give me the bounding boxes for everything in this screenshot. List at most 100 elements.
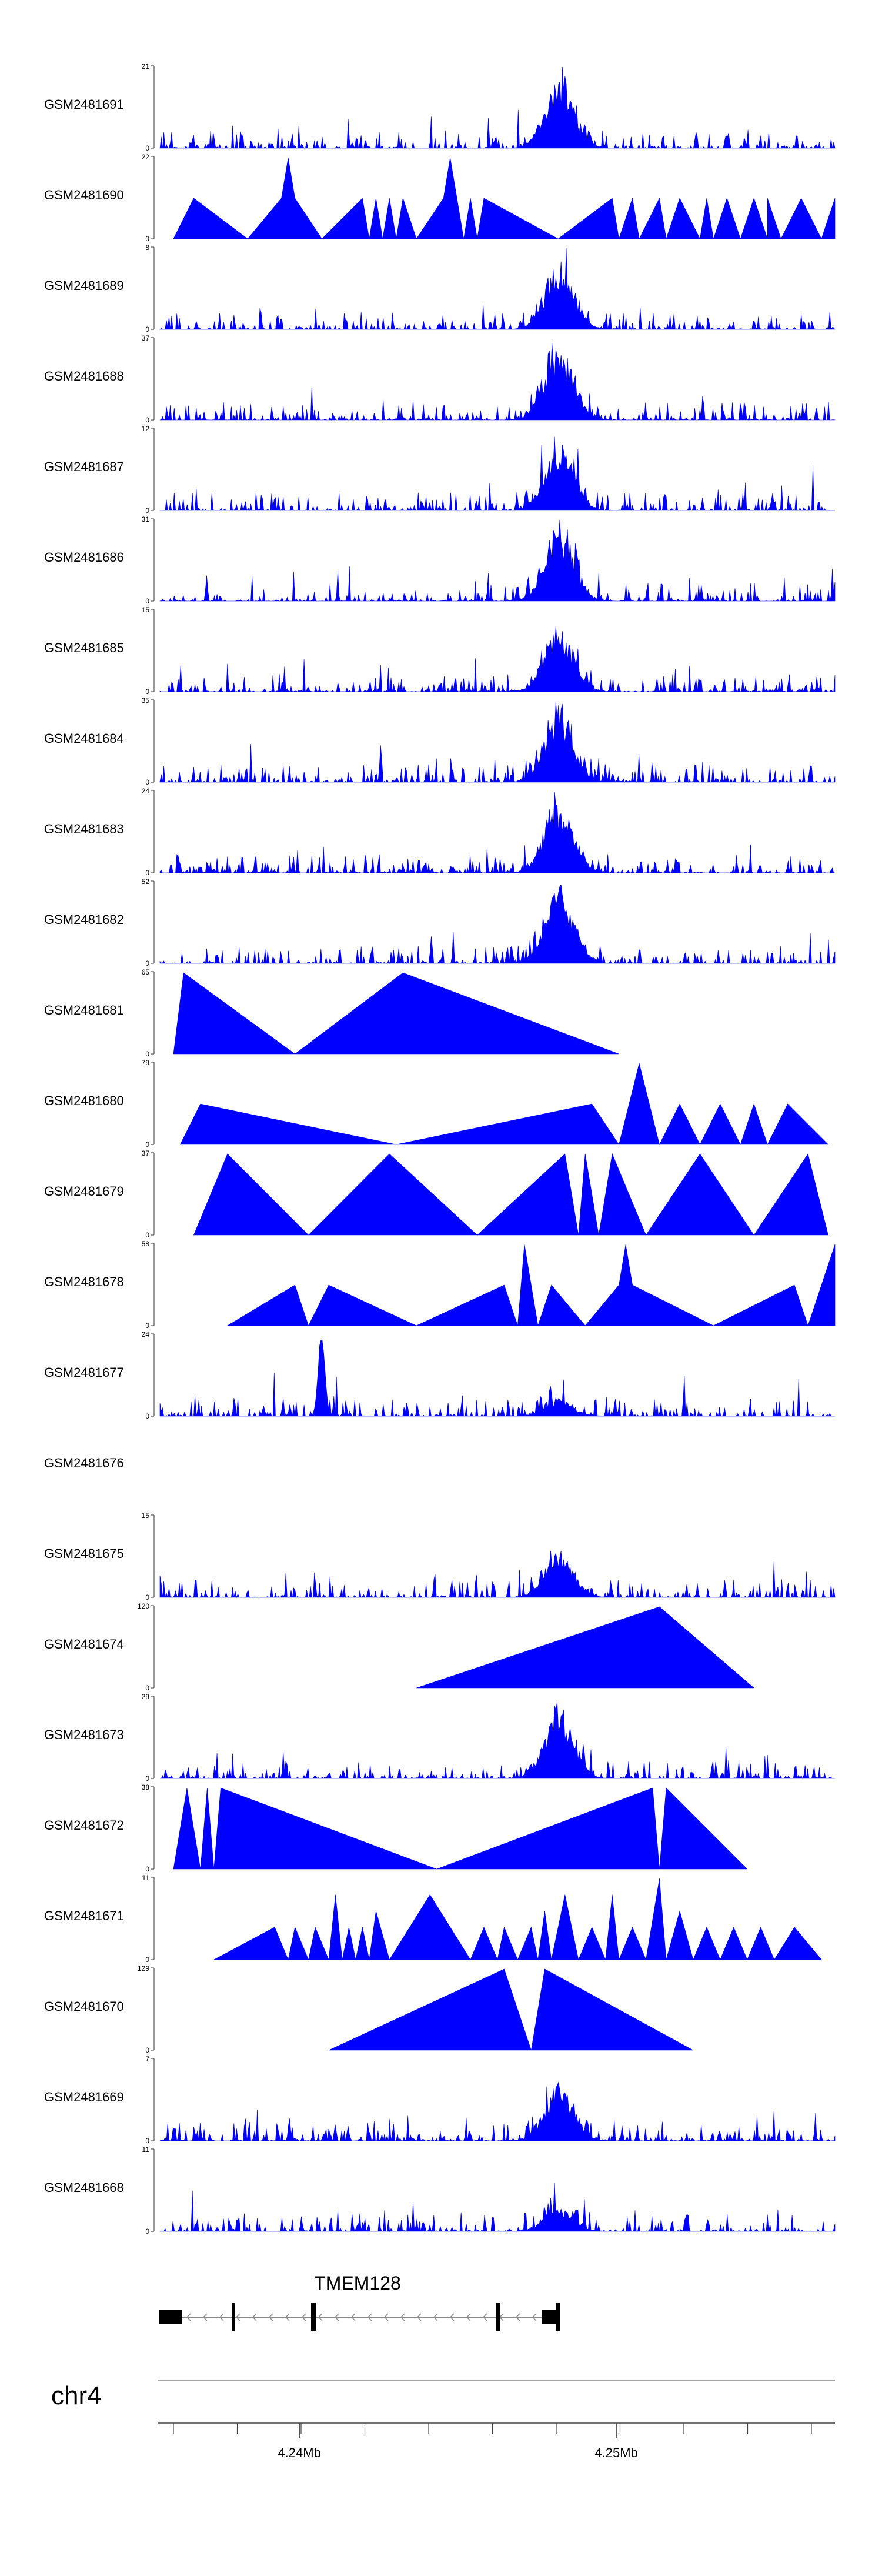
track-GSM2481670: GSM2481670 129 0 bbox=[44, 1964, 694, 2054]
track-label: GSM2481674 bbox=[44, 1637, 124, 1651]
signal-area bbox=[173, 972, 619, 1055]
track-GSM2481690: GSM2481690 22 0 bbox=[44, 153, 836, 243]
track-label: GSM2481690 bbox=[44, 188, 124, 202]
y-tick-max-label: 37 bbox=[142, 1149, 150, 1157]
strand-arrow-icon bbox=[202, 2313, 208, 2321]
y-tick-min-label: 0 bbox=[145, 1322, 149, 1330]
track-label: GSM2481683 bbox=[44, 822, 124, 836]
y-tick-min-label: 0 bbox=[145, 325, 149, 333]
strand-arrow-icon bbox=[383, 2313, 389, 2321]
strand-arrow-icon bbox=[515, 2313, 520, 2321]
tracks: GSM2481691210GSM2481690220GSM248168980GS… bbox=[44, 62, 836, 2235]
tick-label: 4.25Mb bbox=[594, 2445, 637, 2460]
track-GSM2481678: GSM2481678 58 0 bbox=[44, 1240, 836, 1330]
track-GSM2481671: GSM2481671 11 0 bbox=[44, 1874, 822, 1964]
strand-arrow-icon bbox=[416, 2313, 422, 2321]
exon bbox=[556, 2303, 560, 2331]
y-tick-max-label: 120 bbox=[138, 1602, 149, 1610]
y-tick-max-label: 12 bbox=[142, 425, 150, 433]
y-tick-min-label: 0 bbox=[145, 1774, 149, 1783]
y-tick-min-label: 0 bbox=[145, 235, 149, 243]
signal-area bbox=[159, 248, 836, 331]
signal-area bbox=[159, 701, 836, 783]
y-tick-min-label: 0 bbox=[145, 688, 149, 696]
strand-arrow-icon bbox=[285, 2313, 290, 2321]
y-tick-max-label: 15 bbox=[142, 1511, 150, 1520]
strand-arrow-icon bbox=[334, 2313, 339, 2321]
track-GSM2481683: GSM2481683 24 0 bbox=[44, 787, 835, 877]
y-tick-max-label: 58 bbox=[142, 1240, 150, 1248]
track-GSM2481682: GSM2481682 52 0 bbox=[44, 877, 836, 967]
track-label: GSM2481668 bbox=[44, 2180, 124, 2195]
strand-arrow-icon bbox=[482, 2313, 487, 2321]
y-tick-min-label: 0 bbox=[145, 1050, 149, 1058]
exon bbox=[232, 2303, 235, 2331]
track-label: GSM2481689 bbox=[44, 278, 124, 293]
track-GSM2481681: GSM2481681 65 0 bbox=[44, 968, 619, 1058]
track-GSM2481675: GSM2481675 15 0 bbox=[44, 1511, 836, 1601]
y-tick-min-label: 0 bbox=[145, 144, 149, 152]
exon bbox=[496, 2303, 500, 2331]
y-tick-min-label: 0 bbox=[145, 1593, 149, 1601]
signal-area bbox=[159, 1550, 836, 1599]
y-tick-min-label: 0 bbox=[145, 597, 149, 605]
track-GSM2481668: GSM2481668 11 0 bbox=[44, 2145, 836, 2235]
track-GSM2481680: GSM2481680 79 0 bbox=[44, 1059, 829, 1149]
strand-arrow-icon bbox=[400, 2313, 405, 2321]
signal-area bbox=[159, 884, 836, 965]
gene-model: TMEM128 bbox=[159, 2273, 560, 2331]
track-label: GSM2481680 bbox=[44, 1093, 124, 1108]
signal-area bbox=[193, 1153, 828, 1236]
signal-area bbox=[416, 1606, 755, 1689]
y-tick-max-label: 7 bbox=[145, 2055, 149, 2063]
y-tick-max-label: 11 bbox=[142, 1874, 150, 1882]
signal-area bbox=[328, 1968, 694, 2051]
y-tick-max-label: 37 bbox=[142, 334, 150, 342]
track-label: GSM2481678 bbox=[44, 1274, 124, 1289]
signal-area bbox=[159, 436, 835, 511]
track-label: GSM2481685 bbox=[44, 640, 124, 655]
signal-area bbox=[226, 1244, 836, 1326]
track-label: GSM2481675 bbox=[44, 1546, 124, 1561]
strand-arrow-icon bbox=[219, 2313, 224, 2321]
signal-area bbox=[159, 2081, 836, 2141]
track-label: GSM2481670 bbox=[44, 1999, 124, 2014]
signal-area bbox=[159, 342, 836, 421]
strand-arrow-icon bbox=[252, 2313, 257, 2321]
track-GSM2481687: GSM2481687 12 0 bbox=[44, 425, 835, 515]
y-tick-min-label: 0 bbox=[145, 869, 149, 877]
y-tick-max-label: 21 bbox=[142, 62, 150, 71]
y-tick-min-label: 0 bbox=[145, 959, 149, 967]
track-GSM2481689: GSM2481689 8 0 bbox=[44, 243, 836, 333]
signal-area bbox=[173, 157, 836, 239]
strand-arrow-icon bbox=[433, 2313, 438, 2321]
track-GSM2481672: GSM2481672 38 0 bbox=[44, 1783, 748, 1873]
exon bbox=[542, 2310, 559, 2324]
y-tick-min-label: 0 bbox=[145, 1231, 149, 1239]
y-tick-min-label: 0 bbox=[145, 1412, 149, 1420]
strand-arrow-icon bbox=[449, 2313, 455, 2321]
track-label: GSM2481682 bbox=[44, 912, 124, 927]
y-tick-max-label: 15 bbox=[142, 606, 150, 614]
y-tick-min-label: 0 bbox=[145, 1684, 149, 1692]
y-tick-min-label: 0 bbox=[145, 2137, 149, 2145]
track-label: GSM2481681 bbox=[44, 1003, 124, 1017]
y-tick-max-label: 24 bbox=[142, 1330, 150, 1339]
track-label: GSM2481679 bbox=[44, 1184, 124, 1199]
exon bbox=[311, 2303, 316, 2331]
track-label: GSM2481691 bbox=[44, 97, 124, 112]
exon bbox=[159, 2310, 182, 2324]
genome-axis: chr4 4.24Mb 4.25Mb bbox=[51, 2380, 835, 2460]
y-tick-min-label: 0 bbox=[145, 506, 149, 515]
track-label: GSM2481688 bbox=[44, 369, 124, 383]
track-GSM2481673: GSM2481673 29 0 bbox=[44, 1693, 836, 1783]
signal-area bbox=[159, 1340, 835, 1417]
y-tick-min-label: 0 bbox=[145, 2046, 149, 2054]
y-tick-max-label: 8 bbox=[145, 243, 149, 252]
y-tick-max-label: 11 bbox=[142, 2145, 150, 2154]
signal-area bbox=[159, 791, 835, 874]
y-tick-max-label: 24 bbox=[142, 787, 150, 795]
y-tick-min-label: 0 bbox=[145, 1956, 149, 1964]
track-label: GSM2481676 bbox=[44, 1456, 124, 1470]
